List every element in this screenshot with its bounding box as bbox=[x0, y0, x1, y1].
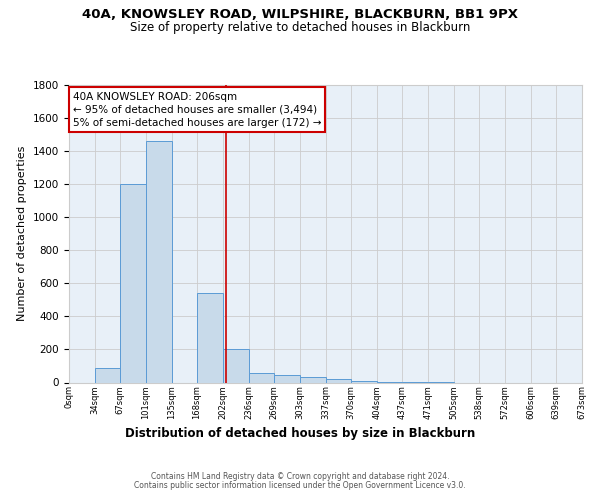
Bar bbox=[351, 381, 377, 382]
Text: Contains HM Land Registry data © Crown copyright and database right 2024.: Contains HM Land Registry data © Crown c… bbox=[151, 472, 449, 481]
Bar bbox=[326, 379, 351, 382]
Bar bbox=[249, 372, 274, 382]
Bar bbox=[300, 376, 326, 382]
Bar bbox=[197, 293, 223, 382]
Bar bbox=[274, 375, 300, 382]
Bar bbox=[95, 368, 120, 382]
Text: 40A, KNOWSLEY ROAD, WILPSHIRE, BLACKBURN, BB1 9PX: 40A, KNOWSLEY ROAD, WILPSHIRE, BLACKBURN… bbox=[82, 8, 518, 20]
Bar bbox=[120, 184, 146, 382]
Text: Contains public sector information licensed under the Open Government Licence v3: Contains public sector information licen… bbox=[134, 481, 466, 490]
Y-axis label: Number of detached properties: Number of detached properties bbox=[17, 146, 28, 322]
Bar bbox=[146, 141, 172, 382]
Text: 40A KNOWSLEY ROAD: 206sqm
← 95% of detached houses are smaller (3,494)
5% of sem: 40A KNOWSLEY ROAD: 206sqm ← 95% of detac… bbox=[73, 92, 322, 128]
Text: Size of property relative to detached houses in Blackburn: Size of property relative to detached ho… bbox=[130, 21, 470, 34]
Bar bbox=[223, 348, 249, 382]
Text: Distribution of detached houses by size in Blackburn: Distribution of detached houses by size … bbox=[125, 428, 475, 440]
